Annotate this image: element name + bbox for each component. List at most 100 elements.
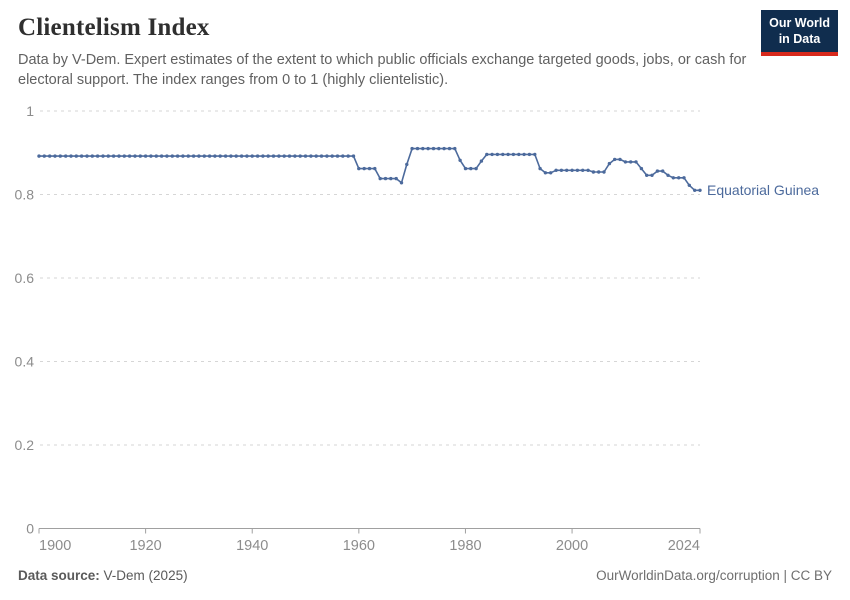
data-point[interactable] [282, 154, 286, 158]
data-point[interactable] [501, 152, 505, 157]
data-point[interactable] [367, 166, 372, 171]
data-point[interactable] [655, 169, 660, 173]
license-note[interactable]: OurWorldinData.org/corruption | CC BY [596, 568, 832, 583]
data-point[interactable] [650, 173, 654, 177]
data-point[interactable] [661, 169, 665, 173]
data-point[interactable] [218, 154, 222, 158]
data-point[interactable] [197, 154, 201, 158]
data-point[interactable] [533, 152, 537, 157]
data-point[interactable] [250, 154, 254, 158]
data-point[interactable] [330, 154, 334, 158]
data-point[interactable] [682, 176, 686, 180]
data-point[interactable] [37, 154, 41, 158]
data-point[interactable] [159, 154, 164, 158]
data-point[interactable] [415, 146, 420, 151]
data-point[interactable] [229, 154, 233, 158]
data-point[interactable] [122, 154, 127, 158]
data-point[interactable] [549, 171, 553, 175]
data-point[interactable] [325, 154, 329, 158]
data-point[interactable] [207, 154, 212, 158]
data-point[interactable] [426, 146, 430, 151]
data-point[interactable] [495, 152, 500, 157]
data-point[interactable] [95, 154, 100, 158]
data-point[interactable] [591, 170, 596, 174]
data-point[interactable] [575, 168, 580, 172]
data-point[interactable] [79, 154, 84, 158]
data-point[interactable] [53, 154, 57, 158]
data-point[interactable] [469, 166, 473, 171]
data-point[interactable] [565, 168, 569, 172]
data-point[interactable] [143, 154, 148, 158]
data-point[interactable] [607, 161, 612, 166]
data-point[interactable] [170, 154, 174, 158]
data-point[interactable] [266, 154, 270, 158]
data-point[interactable] [133, 154, 137, 158]
data-point[interactable] [277, 154, 281, 158]
data-point[interactable] [522, 152, 526, 157]
data-point[interactable] [666, 173, 670, 177]
data-point[interactable] [677, 176, 681, 180]
data-point[interactable] [58, 154, 62, 158]
data-point[interactable] [506, 152, 510, 157]
data-point[interactable] [357, 166, 361, 171]
data-point[interactable] [543, 171, 548, 175]
data-point[interactable] [597, 170, 601, 174]
data-point[interactable] [293, 154, 297, 158]
data-point[interactable] [106, 154, 111, 158]
data-point[interactable] [687, 183, 691, 187]
data-point[interactable] [309, 154, 313, 158]
data-point[interactable] [698, 188, 702, 192]
data-point[interactable] [639, 166, 644, 171]
data-point[interactable] [554, 168, 558, 172]
data-point[interactable] [458, 158, 462, 162]
data-point[interactable] [314, 154, 318, 158]
data-point[interactable] [570, 168, 574, 172]
data-point[interactable] [405, 162, 409, 167]
data-point[interactable] [341, 154, 345, 158]
data-point[interactable] [527, 152, 532, 157]
data-point[interactable] [271, 154, 276, 158]
data-point[interactable] [463, 166, 468, 171]
data-point[interactable] [431, 146, 436, 151]
data-point[interactable] [127, 154, 132, 158]
data-point[interactable] [69, 154, 73, 158]
data-point[interactable] [389, 176, 393, 181]
data-point[interactable] [485, 152, 489, 157]
data-point[interactable] [74, 154, 79, 158]
data-point[interactable] [623, 160, 628, 164]
data-point[interactable] [394, 176, 398, 181]
data-point[interactable] [303, 154, 308, 158]
data-point[interactable] [239, 154, 244, 158]
data-point[interactable] [618, 157, 622, 162]
data-point[interactable] [693, 188, 697, 192]
data-point[interactable] [117, 154, 121, 158]
data-point[interactable] [101, 154, 105, 158]
data-point[interactable] [85, 154, 89, 158]
data-point[interactable] [586, 168, 590, 172]
data-point[interactable] [479, 159, 484, 163]
data-point[interactable] [48, 154, 52, 158]
data-point[interactable] [255, 154, 260, 158]
data-point[interactable] [629, 160, 633, 164]
data-point[interactable] [351, 154, 356, 158]
data-point[interactable] [287, 154, 292, 158]
data-point[interactable] [191, 154, 196, 158]
data-point[interactable] [613, 157, 617, 162]
data-point[interactable] [234, 154, 238, 158]
data-point[interactable] [437, 146, 441, 151]
data-point[interactable] [138, 154, 142, 158]
data-point[interactable] [538, 166, 542, 171]
data-point[interactable] [362, 166, 366, 171]
data-point[interactable] [634, 160, 638, 164]
data-point[interactable] [245, 154, 249, 158]
data-point[interactable] [175, 154, 180, 158]
data-point[interactable] [378, 176, 382, 181]
data-point[interactable] [319, 154, 324, 158]
data-point[interactable] [335, 154, 340, 158]
data-point[interactable] [581, 168, 585, 172]
data-point[interactable] [517, 152, 521, 157]
data-point[interactable] [90, 154, 95, 158]
data-point[interactable] [373, 166, 377, 171]
data-point[interactable] [223, 154, 228, 158]
data-point[interactable] [346, 154, 350, 158]
